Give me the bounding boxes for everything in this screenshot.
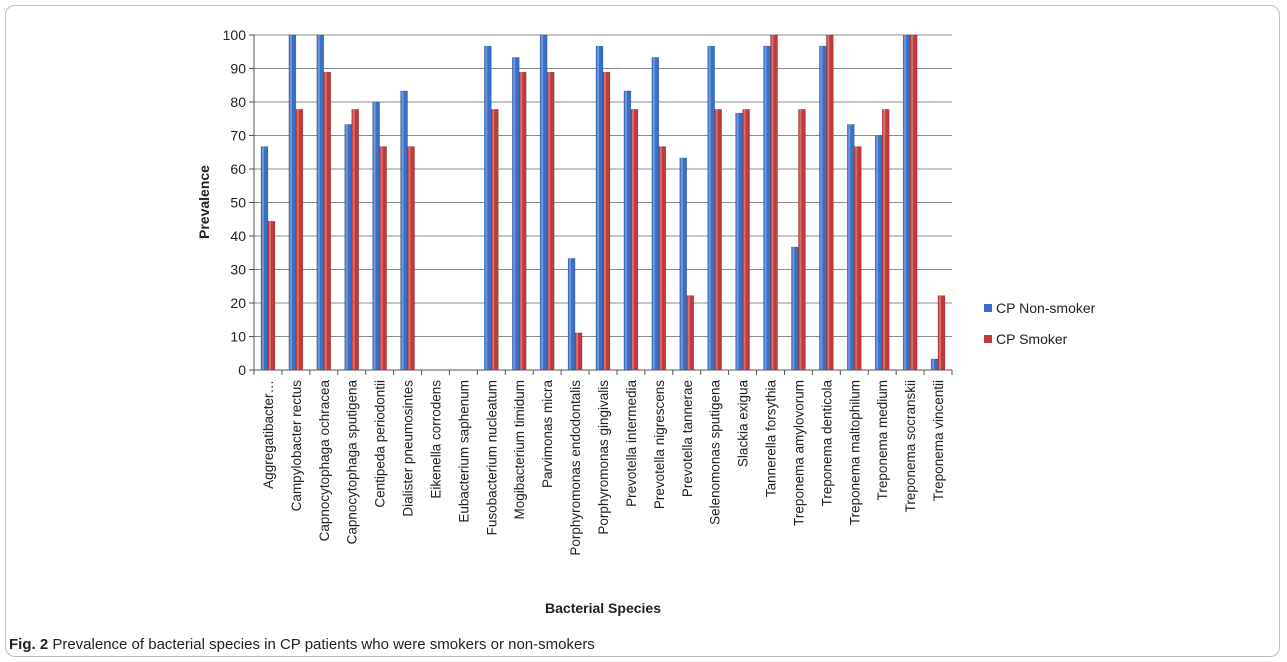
x-tick-label: Treponema amylovorum [791,380,806,526]
bar-highlight [792,247,795,370]
y-tick-label: 100 [223,27,247,43]
bar-highlight [771,35,774,370]
legend-swatch [984,335,992,343]
x-tick-label: Mogibacterium timidum [512,380,527,520]
x-tick-label: Capnocytophaga ochracea [317,380,332,542]
y-tick-label: 30 [230,262,246,278]
bar-highlight [261,146,264,370]
x-tick-label: Treponema maltophilum [847,380,862,525]
x-tick-label: Fusobacterium nucleatum [484,380,499,535]
caption-text: Prevalence of bacterial species in CP pa… [52,636,595,653]
bar-highlight [317,35,320,370]
bar-highlight [604,72,606,370]
bar-highlight [736,113,739,371]
bar-highlight [687,295,690,370]
bar-highlight [680,157,683,370]
figure-number: Fig. 2 [9,636,49,653]
bar-highlight [569,258,572,370]
bar-highlight [820,46,823,371]
bar-highlight [548,72,551,370]
figure-frame [5,5,1280,657]
bar-highlight [408,146,411,370]
x-tick-label: Prevotella nigrescens [652,380,667,509]
x-tick-label: Dialister pneumosintes [401,380,416,517]
x-tick-label: Capnocytophaga sputigena [345,380,360,545]
bar-highlight [401,90,404,370]
bar-highlight [268,221,271,370]
figure-caption: Fig. 2 Prevalence of bacterial species i… [9,636,595,653]
y-axis-ticks: 0 10 20 30 40 50 60 70 80 90 100 [223,27,254,378]
bar-highlight [624,90,627,370]
x-tick-label: Porphyromonas gingivalis [596,380,611,535]
bar-highlight [597,46,599,371]
y-tick-label: 70 [230,128,246,144]
bars [260,34,946,371]
y-tick-label: 80 [230,94,246,110]
legend: CP Non-smoker CP Smoker [984,300,1096,347]
x-tick-label: Tannerella forsythia [764,380,779,498]
y-tick-label: 50 [230,195,246,211]
bar-highlight [520,72,523,370]
bar-highlight [485,46,488,371]
bar-highlight [576,332,579,370]
bar-highlight [289,35,292,370]
bar-highlight [715,109,718,371]
y-tick-label: 40 [230,228,246,244]
y-axis-label: Prevalence [196,165,212,239]
bar-highlight [513,57,516,370]
x-tick-label: Treponema denticola [819,380,834,507]
x-tick-label: Prevotella intermedia [624,380,639,507]
bar-highlight [743,109,746,371]
y-tick-label: 20 [230,295,246,311]
y-tick-label: 10 [230,329,246,345]
bar-highlight [541,35,544,370]
bar-highlight [904,35,907,370]
x-tick-label: Campylobacter rectus [289,380,304,512]
bar-highlight [652,57,655,370]
bar-highlight [324,72,327,370]
bar-highlight [296,109,299,371]
x-tick-label: Parvimonas micra [540,380,555,489]
x-tick-label: Prevotella tannerae [680,380,695,497]
legend-label: CP Non-smoker [996,300,1096,316]
x-axis-ticks: Aggregatibacter… Campylobacter rectus Capn… [253,370,953,556]
bar-highlight [911,35,914,370]
legend-swatch [984,304,992,312]
x-tick-label: Treponema vincentii [931,380,946,501]
bar-highlight [659,146,662,370]
bar-highlight [932,358,935,370]
x-tick-label: Aggregatibacter… [261,380,276,489]
bar-highlight [939,295,942,370]
y-tick-label: 60 [230,161,246,177]
x-tick-label: Porphyromonas endodontalis [568,380,583,556]
bar-highlight [352,109,355,371]
bar-highlight [345,124,348,370]
bar-highlight [492,109,495,371]
bar-highlight [883,109,886,371]
legend-label: CP Smoker [996,331,1068,347]
bar-highlight [380,146,383,370]
x-tick-label: Slackia exigua [736,380,751,468]
bar-highlight [373,102,376,370]
bar-highlight [708,46,711,371]
bar-highlight [876,135,879,370]
bar-highlight [855,146,858,370]
bar-highlight [827,35,830,370]
x-tick-label: Selenomonas sputigena [708,380,723,525]
x-tick-label: Eubacterium saphenum [456,380,471,523]
y-tick-label: 0 [238,362,246,378]
x-tick-label: Eikenella corrodens [428,380,443,499]
x-tick-label: Treponema socranskii [903,380,918,512]
y-tick-label: 90 [230,61,246,77]
x-tick-label: Treponema medium [875,380,890,500]
bar-highlight [631,109,634,371]
bar-highlight [764,46,767,371]
bar-highlight [799,109,802,371]
x-axis-label: Bacterial Species [545,600,661,616]
x-tick-label: Centipeda periodontii [373,380,388,508]
bar-highlight [848,124,851,370]
